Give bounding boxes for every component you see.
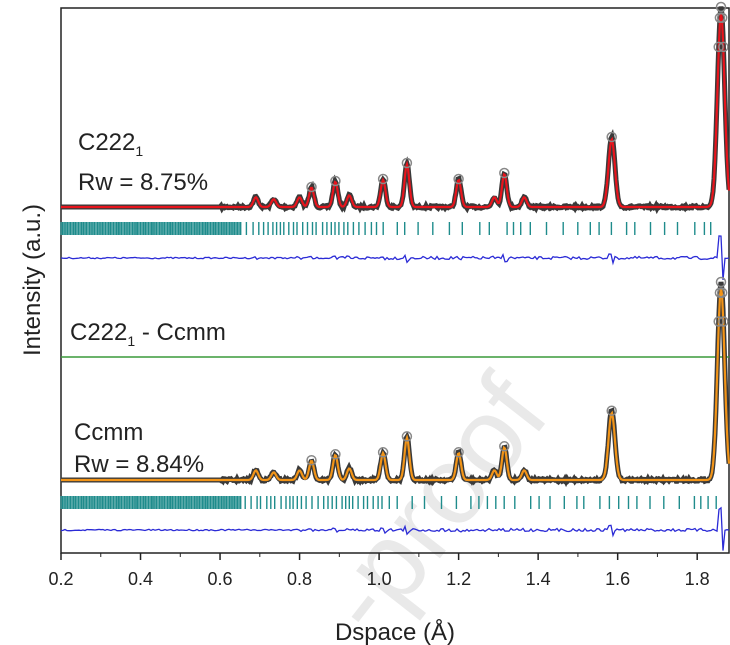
observed-point-1-4-0 bbox=[330, 175, 341, 187]
observed-point-1-3-0 bbox=[306, 181, 317, 193]
observed-point-2-6-0 bbox=[377, 447, 389, 458]
observed-point-1-12-0 bbox=[606, 131, 617, 143]
observed-point-2-4-0 bbox=[330, 449, 341, 460]
observed-point-2-3-0 bbox=[306, 454, 317, 466]
observed-point-1-13-2 bbox=[715, 1, 727, 13]
difference-label: C2221 - Ccmm bbox=[70, 319, 226, 349]
rw-label-2: Rw = 8.84% bbox=[74, 451, 204, 478]
observed-point-2-13-3 bbox=[716, 287, 728, 298]
x-tick-label-3: 0.8 bbox=[287, 569, 312, 589]
observed-point-1-13-3 bbox=[716, 12, 728, 24]
observed-point-1-10-0 bbox=[499, 167, 510, 179]
x-tick-label-4: 1.0 bbox=[367, 569, 392, 589]
phase-label-2: Ccmm bbox=[74, 419, 143, 446]
panel-c2221 bbox=[60, 1, 730, 281]
x-tick-label-7: 1.6 bbox=[605, 569, 630, 589]
calculated-profile-2 bbox=[61, 287, 730, 482]
observed-point-1-13-0 bbox=[713, 41, 724, 53]
bragg-ticks-1 bbox=[60, 222, 712, 235]
phase-label-1: C2221 bbox=[78, 129, 143, 159]
panel-ccmm bbox=[60, 276, 730, 551]
observed-point-2-7-0 bbox=[401, 431, 413, 442]
observed-point-2-10-0 bbox=[499, 441, 510, 452]
y-axis-label: Intensity (a.u.) bbox=[19, 204, 46, 356]
observed-point-2-13-2 bbox=[715, 276, 727, 288]
observed-point-1-6-0 bbox=[377, 173, 389, 185]
watermark: -proof bbox=[297, 354, 571, 645]
difference-curve-1 bbox=[60, 235, 730, 281]
x-tick-label-1: 0.4 bbox=[128, 569, 153, 589]
x-tick-label-5: 1.2 bbox=[446, 569, 471, 589]
observed-point-2-13-4 bbox=[718, 316, 729, 327]
x-tick-label-2: 0.6 bbox=[208, 569, 233, 589]
bragg-ticks-2 bbox=[60, 496, 717, 509]
plot-frame bbox=[60, 7, 730, 554]
x-tick-label-6: 1.4 bbox=[526, 569, 551, 589]
x-axis: 0.2 0.4 0.6 0.8 1.0 1.2 1.4 1.6 1.8 bbox=[48, 553, 710, 589]
x-tick-label-8: 1.8 bbox=[685, 569, 710, 589]
x-tick-label-0: 0.2 bbox=[48, 569, 73, 589]
observed-point-2-8-0 bbox=[453, 447, 464, 458]
observed-point-1-8-0 bbox=[453, 173, 464, 185]
observed-point-2-12-0 bbox=[606, 405, 617, 416]
difference-curve-2 bbox=[60, 506, 730, 551]
observed-point-1-7-0 bbox=[401, 157, 413, 169]
x-axis-label: Dspace (Å) bbox=[335, 618, 455, 645]
calculated-profile-1 bbox=[61, 12, 730, 209]
observed-point-1-13-4 bbox=[718, 41, 729, 53]
rw-label-1: Rw = 8.75% bbox=[78, 169, 208, 196]
observed-point-2-13-0 bbox=[713, 316, 724, 327]
